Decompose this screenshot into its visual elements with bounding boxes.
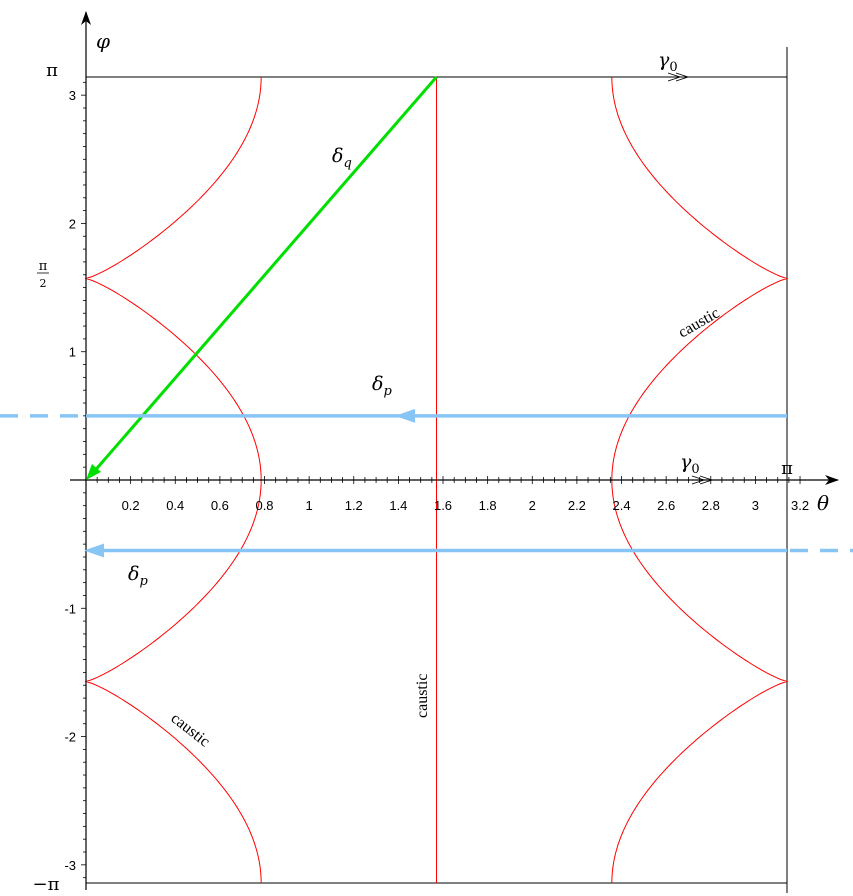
y-tick-label: -3 (64, 858, 76, 873)
x-tick-label: 1.4 (389, 498, 407, 513)
delta-p-lower-arrowhead (84, 543, 104, 558)
x-tick-label: 1 (306, 498, 313, 513)
x-tick-label: 0.6 (211, 498, 229, 513)
x-pi-label: π (781, 458, 793, 479)
x-tick-label: 1.6 (434, 498, 452, 513)
caustic-label-lower-left: caustic (168, 710, 213, 751)
gamma-arrow (684, 475, 714, 485)
x-tick-label: 0.8 (255, 498, 273, 513)
x-tick-label: 3.2 (791, 498, 809, 513)
axes (70, 11, 839, 890)
series-lines (0, 72, 853, 558)
y-pi-label: π (46, 60, 58, 81)
labels: 0.2 0.4 0.6 0.8 1 1.2 1.4 1.6 1.8 2 2.2 2.4 2.6 2.8 3 3… (33, 29, 830, 895)
gamma-axis-label: γ0 (680, 451, 700, 477)
delta-p-upper-arrowhead (395, 408, 415, 423)
delta-q-label: δq (332, 145, 352, 171)
y-tick-label: 3 (69, 88, 76, 103)
y-tick-label: -1 (64, 601, 76, 616)
x-tick-label: 1.2 (345, 498, 363, 513)
x-axis-symbol: θ (817, 491, 829, 515)
x-tick-label: 0.2 (122, 498, 140, 513)
x-tick-label: 2.6 (657, 498, 675, 513)
y-neg-pi-label: −π (33, 874, 60, 895)
y-tick-label: 1 (69, 345, 76, 360)
gamma-top-label: γ0 (658, 49, 678, 75)
delta-p-upper-label: δp (372, 373, 392, 399)
caustic-label-vertical: caustic (414, 674, 431, 718)
x-tick-label: 2.2 (568, 498, 586, 513)
delta-q-arrowhead (86, 463, 102, 480)
caustic-label-right: caustic (676, 305, 723, 342)
x-tick-label: 2.4 (612, 498, 630, 513)
y-axis-symbol: φ (96, 29, 110, 53)
x-tick-label: 2 (529, 498, 536, 513)
delta-p-lower-label: δp (128, 563, 148, 589)
y-half-pi-denominator: 2 (40, 277, 47, 290)
x-tick-label: 0.4 (166, 498, 184, 513)
delta-q-line (90, 76, 438, 475)
x-tick-label: 1.8 (479, 498, 497, 513)
x-tick-label: 3 (752, 498, 759, 513)
gamma-arrow (660, 72, 690, 82)
y-tick-label: -2 (64, 730, 76, 745)
y-tick-label: 2 (69, 216, 76, 231)
y-half-pi-numerator: π (39, 259, 48, 274)
x-tick-label: 2.8 (702, 498, 720, 513)
